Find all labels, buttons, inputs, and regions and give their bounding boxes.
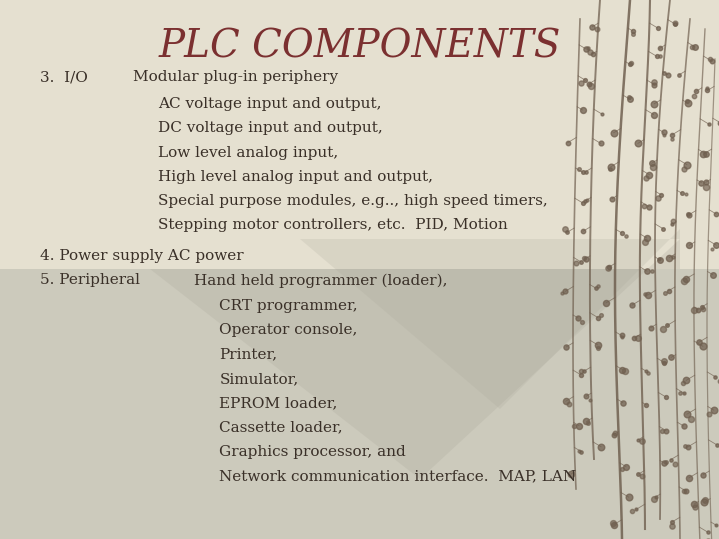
Text: 5. Peripheral: 5. Peripheral (40, 273, 139, 287)
Text: Low level analog input,: Low level analog input, (158, 146, 339, 160)
Text: Stepping motor controllers, etc.  PID, Motion: Stepping motor controllers, etc. PID, Mo… (158, 218, 508, 232)
Text: Printer,: Printer, (219, 348, 278, 362)
Text: Special purpose modules, e.g.., high speed timers,: Special purpose modules, e.g.., high spe… (158, 194, 548, 208)
Bar (0, 0, 719, 269)
Text: EPROM loader,: EPROM loader, (219, 396, 338, 410)
Text: 3.  I/O: 3. I/O (40, 70, 88, 84)
Text: Cassette loader,: Cassette loader, (219, 420, 343, 434)
Text: DC voltage input and output,: DC voltage input and output, (158, 121, 383, 135)
Text: Simulator,: Simulator, (219, 372, 298, 386)
Text: Graphics processor, and: Graphics processor, and (219, 445, 406, 459)
Polygon shape (150, 239, 680, 479)
Text: High level analog input and output,: High level analog input and output, (158, 170, 433, 184)
Text: CRT programmer,: CRT programmer, (219, 299, 358, 313)
Text: 4. Power supply AC power: 4. Power supply AC power (40, 249, 243, 263)
Text: AC voltage input and output,: AC voltage input and output, (158, 97, 382, 111)
Text: PLC COMPONENTS: PLC COMPONENTS (159, 29, 562, 66)
Text: Network communication interface.  MAP, LAN: Network communication interface. MAP, LA… (219, 469, 577, 483)
Text: Operator console,: Operator console, (219, 323, 357, 337)
Bar (0, 269, 719, 539)
Text: Hand held programmer (loader),: Hand held programmer (loader), (194, 273, 448, 288)
Text: Modular plug-in periphery: Modular plug-in periphery (133, 70, 338, 84)
Polygon shape (300, 229, 680, 409)
